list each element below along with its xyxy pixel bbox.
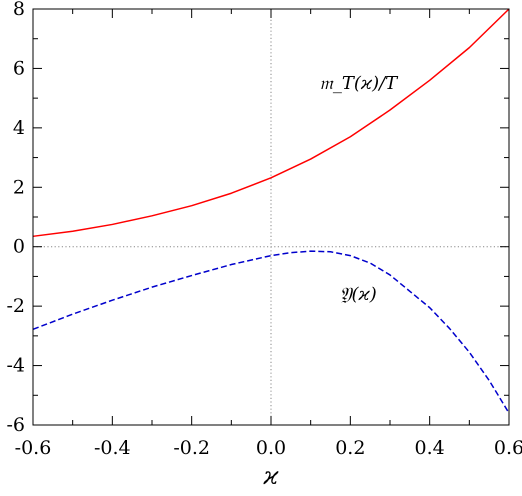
y-tick-label: -4 (6, 355, 25, 377)
y-tick-label: 6 (13, 57, 25, 79)
y-tick-label: -2 (6, 295, 25, 317)
x-tick-label: 0.2 (335, 437, 365, 459)
series-line-0 (32, 8, 510, 238)
y-tick-label: 8 (13, 0, 25, 20)
y-tick-label: -6 (6, 414, 25, 436)
x-tick-label: -0.4 (94, 437, 131, 459)
y-tick-label: 0 (13, 236, 25, 258)
x-axis-label: ϰ (263, 462, 280, 490)
y-tick-label: 4 (13, 117, 25, 139)
y-tick-label: 2 (13, 176, 25, 198)
series-label-0: 𝔪_T(ϰ)/T (319, 73, 399, 94)
x-tick-label: -0.2 (173, 437, 210, 459)
series-label-1: 𝔜(ϰ) (340, 284, 377, 305)
x-tick-label: 0.0 (256, 437, 286, 459)
x-tick-label: -0.6 (15, 437, 52, 459)
x-tick-label: 0.4 (415, 437, 445, 459)
x-tick-label: 0.6 (494, 437, 522, 459)
series-line-1 (32, 250, 510, 414)
